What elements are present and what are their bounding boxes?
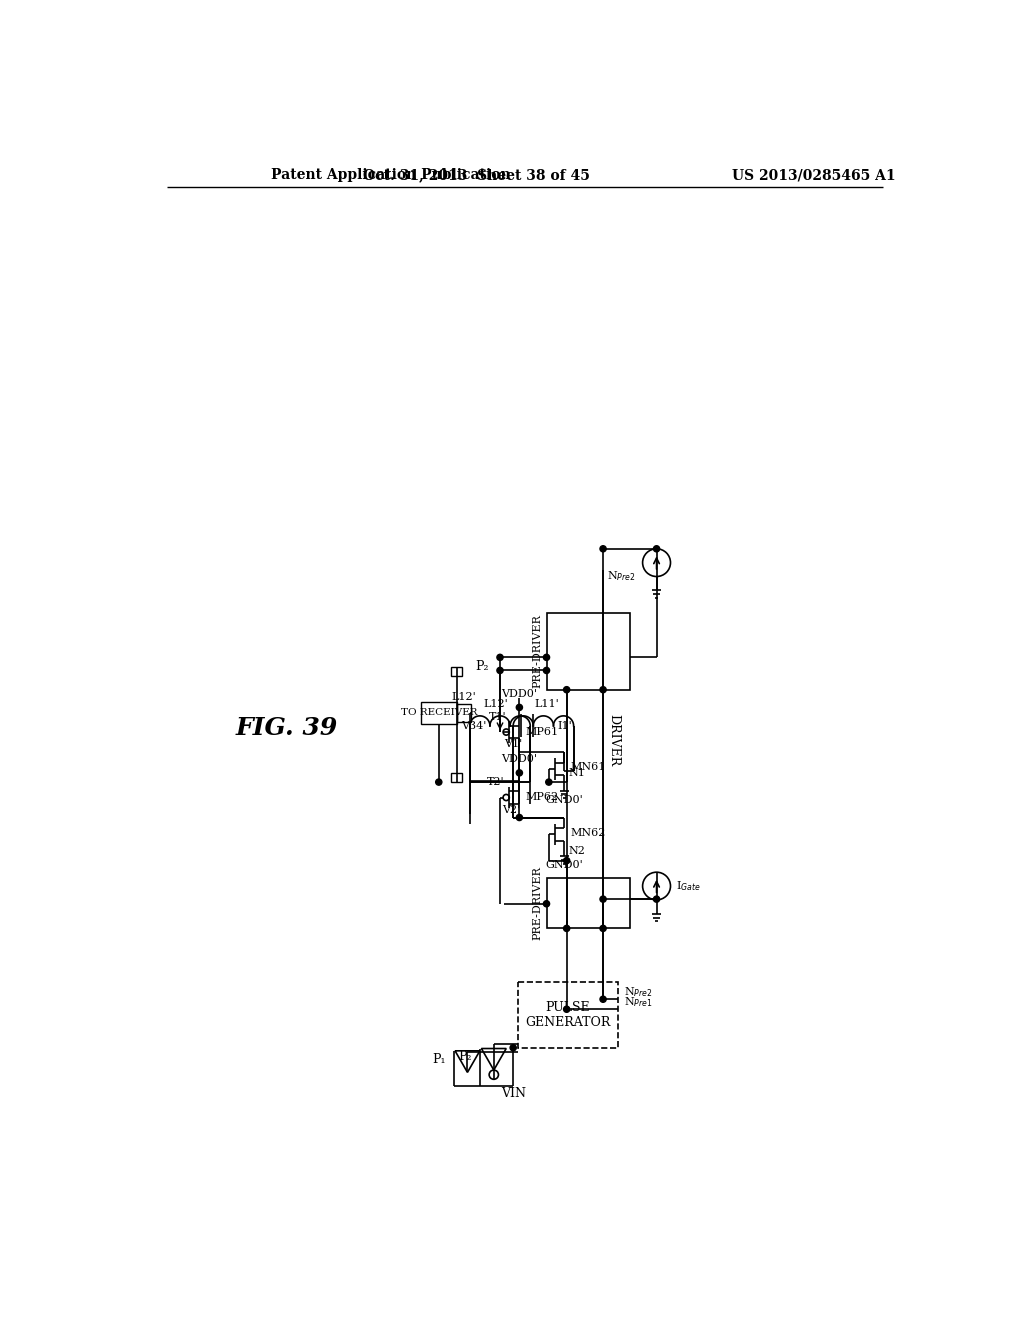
Text: T1': T1' [488, 711, 507, 722]
Text: N$_{Pre2}$: N$_{Pre2}$ [624, 986, 652, 999]
Circle shape [544, 668, 550, 673]
Text: VDD0': VDD0' [502, 689, 538, 698]
Bar [421, 702, 457, 723]
Text: DRIVER: DRIVER [607, 714, 620, 766]
Bar [547, 612, 630, 689]
Text: MP62: MP62 [525, 792, 559, 803]
Bar [518, 982, 617, 1048]
Text: MN61: MN61 [570, 763, 606, 772]
Text: N1: N1 [568, 768, 585, 777]
Text: GND0': GND0' [546, 861, 584, 870]
Text: US 2013/0285465 A1: US 2013/0285465 A1 [732, 169, 896, 182]
Text: L12': L12' [452, 693, 476, 702]
Circle shape [544, 655, 550, 660]
Text: MN62: MN62 [570, 828, 606, 838]
Text: V2': V2' [503, 805, 521, 814]
Text: V34': V34' [461, 721, 486, 731]
Circle shape [600, 896, 606, 903]
Text: TO RECEIVER: TO RECEIVER [400, 709, 477, 717]
Circle shape [653, 896, 659, 903]
Circle shape [497, 655, 503, 660]
Text: PRE-DRIVER: PRE-DRIVER [532, 866, 543, 940]
Text: MP61: MP61 [525, 727, 559, 737]
Bar [452, 667, 462, 676]
Text: VDD0': VDD0' [502, 754, 538, 764]
Text: PRE-DRIVER: PRE-DRIVER [532, 614, 543, 688]
Text: N$_{Pre1}$: N$_{Pre1}$ [624, 995, 652, 1010]
Circle shape [516, 770, 522, 776]
Text: N$_{Pre2}$: N$_{Pre2}$ [607, 570, 636, 583]
Text: P₂: P₂ [475, 660, 488, 673]
Circle shape [563, 925, 569, 932]
Circle shape [600, 545, 606, 552]
Text: I$_{Gate}$: I$_{Gate}$ [676, 879, 700, 892]
Text: L12': L12' [483, 698, 509, 709]
Circle shape [516, 705, 522, 710]
Text: Patent Application Publication: Patent Application Publication [271, 169, 511, 182]
Text: PULSE
GENERATOR: PULSE GENERATOR [525, 1001, 610, 1030]
Circle shape [435, 779, 442, 785]
Circle shape [563, 1006, 569, 1012]
Circle shape [546, 779, 552, 785]
Text: L11': L11' [535, 698, 560, 709]
Circle shape [563, 686, 569, 693]
Bar [547, 878, 630, 928]
Circle shape [653, 545, 659, 552]
Text: T2': T2' [487, 777, 505, 787]
Text: Oct. 31, 2013  Sheet 38 of 45: Oct. 31, 2013 Sheet 38 of 45 [364, 169, 590, 182]
Circle shape [510, 1044, 516, 1051]
Text: P₂: P₂ [459, 1051, 472, 1064]
Circle shape [516, 814, 522, 821]
Text: N2: N2 [568, 846, 585, 857]
Circle shape [563, 858, 569, 863]
Text: GND0': GND0' [546, 795, 584, 805]
Bar [452, 774, 462, 781]
Bar [457, 704, 471, 722]
Text: P₁: P₁ [432, 1053, 445, 1065]
Text: V1': V1' [504, 739, 522, 750]
Circle shape [600, 686, 606, 693]
Circle shape [600, 997, 606, 1002]
Circle shape [600, 925, 606, 932]
Circle shape [497, 668, 503, 673]
Text: VIN: VIN [501, 1088, 525, 1101]
Text: I1': I1' [557, 721, 572, 731]
Text: FIG. 39: FIG. 39 [236, 717, 338, 741]
Circle shape [544, 900, 550, 907]
